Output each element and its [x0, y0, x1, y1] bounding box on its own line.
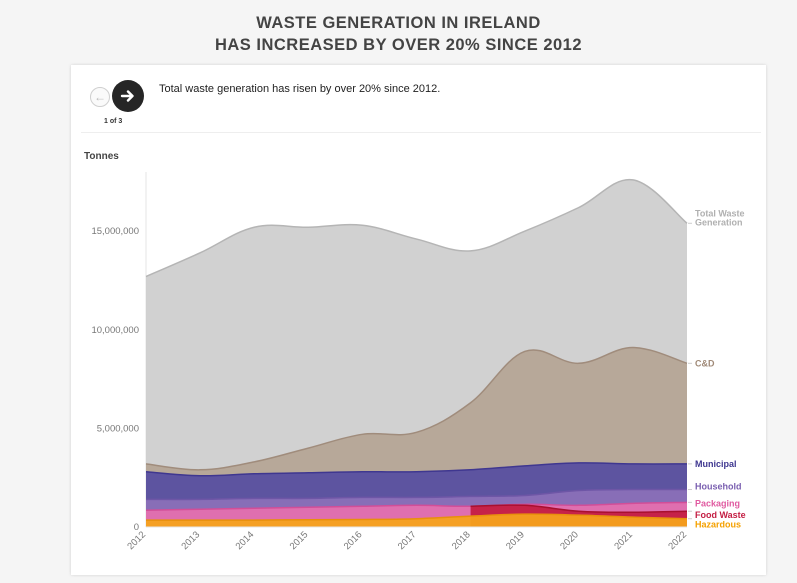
line-household	[145, 488, 688, 501]
end-label-food-waste: Food Waste	[695, 510, 746, 520]
end-label-packaging: Packaging	[695, 498, 740, 508]
end-label-c-d: C&D	[695, 358, 715, 368]
end-label-total-waste-generation: Total Waste	[695, 208, 745, 218]
line-food-waste	[470, 504, 688, 513]
end-label-hazardous: Hazardous	[695, 520, 741, 530]
x-tick-label: 2022	[666, 529, 689, 552]
y-axis-label: Tonnes	[84, 151, 119, 162]
x-tick-label: 2014	[234, 529, 257, 552]
area-chart: 0 5,000,000 10,000,000 15,000,000 2012 2013 20…	[91, 172, 746, 552]
title-line-1: WASTE GENERATION IN IRELAND	[256, 14, 541, 32]
previous-button[interactable]: ←	[90, 87, 110, 107]
x-tick-label: 2016	[342, 529, 365, 552]
line-total-waste-generation	[145, 179, 688, 278]
chart-card: ← 1 of 3 Total waste generation has rise…	[71, 65, 766, 575]
x-tick-label: 2021	[612, 529, 635, 552]
y-tick-label: 5,000,000	[97, 423, 139, 434]
chart-title: WASTE GENERATION IN IRELAND HAS INCREASE…	[0, 12, 797, 56]
line-c-d	[145, 346, 688, 471]
x-tick-label: 2020	[558, 529, 581, 552]
end-label-household: Household	[695, 482, 742, 492]
area-hazardous	[146, 514, 687, 527]
title-line-2: HAS INCREASED BY OVER 20% SINCE 2012	[214, 36, 583, 54]
y-tick-label: 0	[134, 522, 139, 533]
x-tick-label: 2017	[396, 529, 419, 552]
slide-counter: 1 of 3	[104, 118, 123, 125]
line-packaging	[145, 501, 688, 511]
y-tick-label: 15,000,000	[91, 226, 139, 237]
x-tick-label: 2018	[450, 529, 473, 552]
slide-caption: Total waste generation has risen by over…	[159, 83, 441, 95]
line-municipal	[145, 462, 688, 477]
end-label-total-waste-generation: Generation	[695, 217, 743, 227]
x-tick-label: 2019	[504, 529, 527, 552]
end-label-municipal: Municipal	[695, 459, 737, 469]
arrow-left-icon: ←	[94, 90, 106, 104]
next-button[interactable]	[112, 80, 144, 112]
divider	[81, 132, 761, 133]
x-tick-label: 2012	[125, 529, 148, 552]
line-hazardous	[146, 513, 688, 521]
y-tick-label: 10,000,000	[91, 325, 139, 336]
arrow-right-icon	[120, 90, 134, 102]
x-tick-label: 2013	[179, 529, 202, 552]
x-tick-label: 2015	[288, 529, 311, 552]
